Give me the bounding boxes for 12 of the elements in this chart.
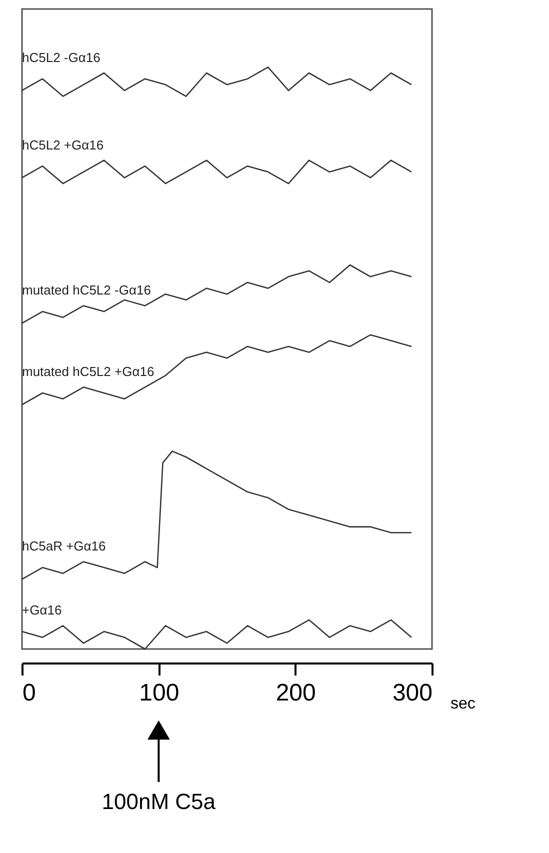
- series-label: hC5aR +Gα16: [22, 538, 106, 554]
- series-label: hC5L2 +Gα16: [22, 137, 104, 152]
- ref-line-label: 100nM C5a: [102, 789, 216, 814]
- x-tick-label: 0: [22, 680, 36, 706]
- x-tick-label: 200: [276, 680, 316, 706]
- series-label: +Gα16: [22, 602, 62, 618]
- series-label: hC5L2 -Gα16: [22, 50, 100, 65]
- x-tick-label: 100: [139, 680, 180, 706]
- series-label: mutated hC5L2 -Gα16: [22, 282, 151, 298]
- x-tick-label: 300: [392, 680, 432, 706]
- series-label: mutated hC5L2 +Gα16: [22, 364, 154, 380]
- x-axis-title: sec: [450, 696, 476, 712]
